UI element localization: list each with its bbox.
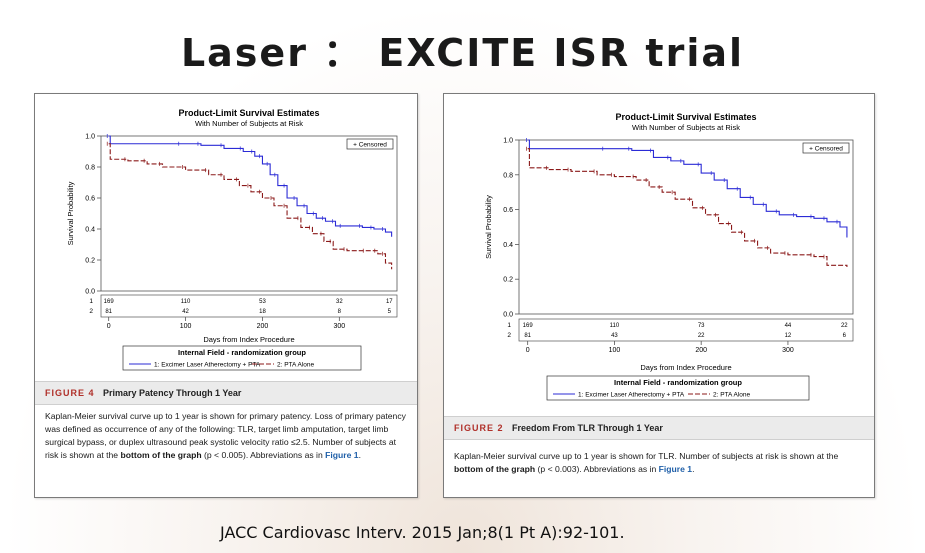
figure-1-link[interactable]: Figure 1 bbox=[325, 450, 359, 460]
at-risk-row-label: 1 bbox=[89, 298, 93, 305]
x-tick-label: 0 bbox=[107, 323, 111, 330]
figure-2-label: FIGURE 2 bbox=[454, 423, 504, 433]
censored-legend-label: + Censored bbox=[809, 146, 843, 153]
x-tick-label: 300 bbox=[333, 323, 345, 330]
x-tick-label: 200 bbox=[695, 347, 707, 354]
at-risk-count: 169 bbox=[523, 323, 534, 329]
y-tick-label: 0.2 bbox=[503, 277, 513, 284]
y-tick-label: 0.6 bbox=[503, 207, 513, 214]
at-risk-count: 53 bbox=[259, 299, 266, 305]
figure-2-title: Freedom From TLR Through 1 Year bbox=[512, 423, 663, 433]
y-tick-label: 0.0 bbox=[85, 289, 95, 296]
at-risk-count: 110 bbox=[181, 299, 191, 305]
censored-legend-box bbox=[802, 142, 850, 154]
plot-frame bbox=[100, 135, 398, 292]
y-tick-label: 0.2 bbox=[85, 258, 95, 265]
at-risk-count: 6 bbox=[843, 333, 847, 339]
at-risk-count: 43 bbox=[611, 333, 618, 339]
caption-text-part: (p < 0.003). Abbreviations as in bbox=[535, 464, 659, 474]
legend-label-2: 2: PTA Alone bbox=[713, 392, 750, 399]
figure-4-title: Primary Patency Through 1 Year bbox=[103, 388, 242, 398]
group-legend-title: Internal Field - randomization group bbox=[178, 348, 306, 357]
at-risk-count: 81 bbox=[105, 309, 112, 315]
at-risk-count: 73 bbox=[698, 323, 705, 329]
caption-text-part: . bbox=[358, 450, 361, 460]
chart-subtitle: With Number of Subjects at Risk bbox=[195, 119, 303, 128]
x-axis-label: Days from Index Procedure bbox=[640, 363, 731, 372]
x-tick-label: 100 bbox=[609, 347, 621, 354]
figure-2-caption-text: Kaplan-Meier survival curve up to 1 year… bbox=[454, 450, 864, 476]
at-risk-count: 22 bbox=[698, 333, 705, 339]
x-tick-label: 300 bbox=[782, 347, 794, 354]
y-tick-label: 0.0 bbox=[503, 312, 513, 319]
at-risk-count: 110 bbox=[610, 323, 620, 329]
y-tick-label: 1.0 bbox=[503, 138, 513, 145]
figure-4-card: Product-Limit Survival Estimates With Num… bbox=[34, 93, 418, 498]
chart-title: Product-Limit Survival Estimates bbox=[178, 108, 319, 118]
y-tick-label: 1.0 bbox=[85, 134, 95, 141]
figure-2-card: Product-Limit Survival Estimates With Num… bbox=[443, 93, 875, 498]
at-risk-count: 32 bbox=[336, 299, 343, 305]
at-risk-frame bbox=[518, 318, 854, 342]
y-tick-label: 0.8 bbox=[503, 172, 513, 179]
survival-curve-2 bbox=[108, 143, 393, 270]
survival-curve-1 bbox=[527, 139, 848, 238]
group-legend-title: Internal Field - randomization group bbox=[614, 378, 742, 387]
plot-frame bbox=[518, 139, 854, 315]
x-tick-label: 100 bbox=[180, 323, 192, 330]
caption-text-part: (p < 0.005). Abbreviations as in bbox=[201, 450, 326, 460]
censored-legend-box bbox=[346, 138, 394, 150]
at-risk-count: 12 bbox=[785, 333, 792, 339]
at-risk-row-label: 2 bbox=[89, 308, 93, 315]
figure-1-link[interactable]: Figure 1 bbox=[658, 464, 693, 474]
x-tick-label: 0 bbox=[526, 347, 530, 354]
chart-subtitle: With Number of Subjects at Risk bbox=[632, 123, 740, 132]
at-risk-row-label: 2 bbox=[507, 332, 511, 339]
at-risk-count: 5 bbox=[388, 309, 392, 315]
at-risk-count: 169 bbox=[104, 299, 115, 305]
figure-4-caption-text: Kaplan-Meier survival curve up to 1 year… bbox=[45, 410, 407, 462]
at-risk-frame bbox=[100, 294, 398, 318]
group-legend-box bbox=[122, 345, 362, 371]
at-risk-count: 8 bbox=[338, 309, 342, 315]
caption-text-part: . bbox=[692, 464, 695, 474]
figure-2-caption-bar: FIGURE 2 Freedom From TLR Through 1 Year bbox=[444, 416, 874, 440]
citation: JACC Cardiovasc Interv. 2015 Jan;8(1 Pt … bbox=[220, 523, 625, 542]
slide-title: Laser ： EXCITE ISR trial bbox=[180, 31, 745, 75]
figure-4-caption-bar: FIGURE 4 Primary Patency Through 1 Year bbox=[35, 381, 417, 405]
legend-label-1: 1: Excimer Laser Atherectomy + PTA bbox=[578, 392, 685, 399]
figure-4-label: FIGURE 4 bbox=[45, 388, 95, 398]
survival-curve-2 bbox=[527, 148, 848, 268]
at-risk-count: 44 bbox=[785, 323, 792, 329]
legend-label-1: 1: Excimer Laser Atherectomy + PTA bbox=[154, 362, 261, 369]
y-tick-label: 0.6 bbox=[85, 196, 95, 203]
group-legend-box bbox=[546, 375, 810, 401]
at-risk-count: 18 bbox=[259, 309, 266, 315]
censored-legend-label: + Censored bbox=[353, 142, 387, 149]
x-tick-label: 200 bbox=[257, 323, 269, 330]
caption-bold-part: bottom of the graph bbox=[454, 464, 536, 474]
caption-bold-part: bottom of the graph bbox=[120, 450, 202, 460]
at-risk-count: 22 bbox=[841, 323, 848, 329]
caption-text-part: Kaplan-Meier survival curve up to 1 year… bbox=[454, 451, 839, 461]
caption-text-part: Kaplan-Meier survival curve up to 1 year… bbox=[45, 411, 406, 460]
x-axis-label: Days from Index Procedure bbox=[203, 335, 294, 344]
legend-label-2: 2: PTA Alone bbox=[277, 362, 314, 369]
at-risk-count: 42 bbox=[182, 309, 189, 315]
survival-curve-1 bbox=[108, 135, 393, 237]
y-axis-label: Survival Probability bbox=[66, 181, 75, 245]
chart-title: Product-Limit Survival Estimates bbox=[615, 112, 756, 122]
at-risk-row-label: 1 bbox=[507, 322, 511, 329]
y-axis-label: Survival Probability bbox=[484, 195, 493, 259]
at-risk-count: 81 bbox=[524, 333, 531, 339]
y-tick-label: 0.4 bbox=[503, 242, 513, 249]
y-tick-label: 0.8 bbox=[85, 165, 95, 172]
y-tick-label: 0.4 bbox=[85, 227, 95, 234]
at-risk-count: 17 bbox=[386, 299, 393, 305]
